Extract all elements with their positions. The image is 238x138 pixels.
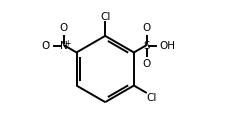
Text: O: O <box>142 23 151 33</box>
Text: O: O <box>142 59 151 69</box>
Text: +: + <box>64 39 70 48</box>
Text: O: O <box>42 41 50 51</box>
Text: OH: OH <box>159 41 175 51</box>
Text: Cl: Cl <box>100 12 110 22</box>
Text: S: S <box>143 41 150 51</box>
Text: Cl: Cl <box>147 93 157 103</box>
Text: N: N <box>60 41 68 51</box>
Text: O: O <box>60 23 68 33</box>
Text: -: - <box>46 39 49 48</box>
